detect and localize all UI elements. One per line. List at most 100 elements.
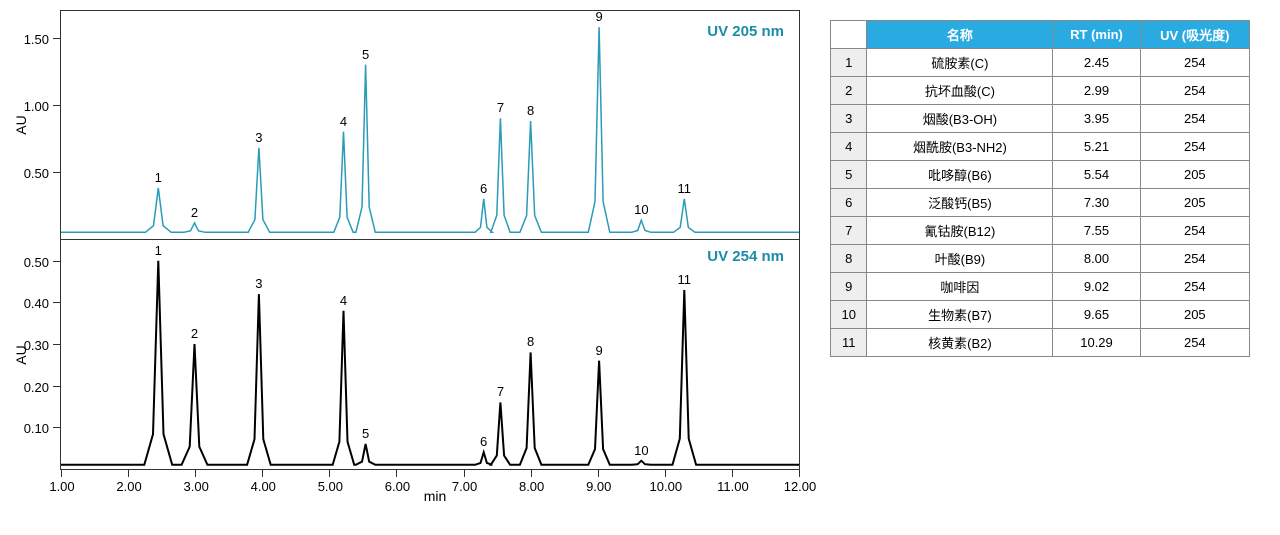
table-row: 1硫胺素(C)2.45254 <box>831 49 1250 77</box>
x-tick: 6.00 <box>396 469 397 477</box>
x-tick: 4.00 <box>262 469 263 477</box>
table-cell: 9 <box>831 273 867 301</box>
y-tick: 1.50 <box>53 38 61 39</box>
table-cell: 2.99 <box>1053 77 1140 105</box>
table-cell: 254 <box>1140 217 1249 245</box>
table-cell: 254 <box>1140 329 1249 357</box>
table-row: 3烟酸(B3-OH)3.95254 <box>831 105 1250 133</box>
peak-label: 10 <box>634 202 648 217</box>
x-tick: 3.00 <box>195 469 196 477</box>
table-cell: 烟酰胺(B3-NH2) <box>867 133 1053 161</box>
table-row: 11核黄素(B2)10.29254 <box>831 329 1250 357</box>
peak-label: 3 <box>255 276 262 291</box>
table-cell: 叶酸(B9) <box>867 245 1053 273</box>
y-tick: 1.00 <box>53 105 61 106</box>
table-cell: 烟酸(B3-OH) <box>867 105 1053 133</box>
peak-label: 10 <box>634 443 648 458</box>
table-cell: 9.65 <box>1053 301 1140 329</box>
chart-uv-205: AU UV 205 nm 0.501.001.501234567891011 <box>60 10 800 240</box>
table-cell: 3 <box>831 105 867 133</box>
table-header <box>831 21 867 49</box>
table-cell: 核黄素(B2) <box>867 329 1053 357</box>
peak-label: 1 <box>155 243 162 258</box>
table-row: 10生物素(B7)9.65205 <box>831 301 1250 329</box>
peak-label: 5 <box>362 47 369 62</box>
table-cell: 205 <box>1140 189 1249 217</box>
table-cell: 5.21 <box>1053 133 1140 161</box>
peak-label: 6 <box>480 434 487 449</box>
table-row: 6泛酸钙(B5)7.30205 <box>831 189 1250 217</box>
table-cell: 10.29 <box>1053 329 1140 357</box>
peak-label: 3 <box>255 130 262 145</box>
y-tick: 0.40 <box>53 302 61 303</box>
peak-label: 7 <box>497 100 504 115</box>
table-cell: 205 <box>1140 161 1249 189</box>
table-row: 8叶酸(B9)8.00254 <box>831 245 1250 273</box>
table-cell: 10 <box>831 301 867 329</box>
y-tick: 0.20 <box>53 386 61 387</box>
y-axis-label-205: AU <box>13 115 29 134</box>
table-row: 2抗坏血酸(C)2.99254 <box>831 77 1250 105</box>
peak-label: 7 <box>497 384 504 399</box>
table-cell: 254 <box>1140 77 1249 105</box>
chart-uv-254: AU UV 254 nm 0.100.200.300.400.501.002.0… <box>60 240 800 470</box>
table-row: 9咖啡因9.02254 <box>831 273 1250 301</box>
table-cell: 4 <box>831 133 867 161</box>
table-row: 4烟酰胺(B3-NH2)5.21254 <box>831 133 1250 161</box>
peak-label: 1 <box>155 170 162 185</box>
table-row: 7氰钴胺(B12)7.55254 <box>831 217 1250 245</box>
table-cell: 1 <box>831 49 867 77</box>
table-row: 5吡哆醇(B6)5.54205 <box>831 161 1250 189</box>
peak-label: 9 <box>595 9 602 24</box>
table-cell: 生物素(B7) <box>867 301 1053 329</box>
table-cell: 2 <box>831 77 867 105</box>
table-cell: 8.00 <box>1053 245 1140 273</box>
table-cell: 254 <box>1140 105 1249 133</box>
table-header: RT (min) <box>1053 21 1140 49</box>
x-axis-label: min <box>60 488 810 504</box>
peak-label: 8 <box>527 103 534 118</box>
table-cell: 7.55 <box>1053 217 1140 245</box>
table-cell: 8 <box>831 245 867 273</box>
peak-label: 2 <box>191 326 198 341</box>
table-cell: 6 <box>831 189 867 217</box>
table-cell: 咖啡因 <box>867 273 1053 301</box>
table-cell: 2.45 <box>1053 49 1140 77</box>
peak-label: 9 <box>595 343 602 358</box>
x-tick: 9.00 <box>598 469 599 477</box>
table-cell: 7 <box>831 217 867 245</box>
table-cell: 5 <box>831 161 867 189</box>
table-cell: 氰钴胺(B12) <box>867 217 1053 245</box>
peak-label: 4 <box>340 293 347 308</box>
y-tick: 0.10 <box>53 427 61 428</box>
table-cell: 抗坏血酸(C) <box>867 77 1053 105</box>
data-table-panel: 名称RT (min)UV (吸光度) 1硫胺素(C)2.452542抗坏血酸(C… <box>810 0 1280 535</box>
x-tick: 5.00 <box>329 469 330 477</box>
table-cell: 吡哆醇(B6) <box>867 161 1053 189</box>
table-cell: 254 <box>1140 273 1249 301</box>
table-header: 名称 <box>867 21 1053 49</box>
x-tick: 7.00 <box>464 469 465 477</box>
y-tick: 0.30 <box>53 344 61 345</box>
table-header: UV (吸光度) <box>1140 21 1249 49</box>
table-cell: 泛酸钙(B5) <box>867 189 1053 217</box>
peak-label: 8 <box>527 334 534 349</box>
peak-label: 2 <box>191 205 198 220</box>
compound-table: 名称RT (min)UV (吸光度) 1硫胺素(C)2.452542抗坏血酸(C… <box>830 20 1250 357</box>
x-tick: 12.00 <box>799 469 800 477</box>
table-cell: 254 <box>1140 245 1249 273</box>
table-cell: 硫胺素(C) <box>867 49 1053 77</box>
peak-label: 6 <box>480 181 487 196</box>
x-tick: 1.00 <box>61 469 62 477</box>
table-cell: 205 <box>1140 301 1249 329</box>
table-cell: 254 <box>1140 133 1249 161</box>
y-tick: 0.50 <box>53 261 61 262</box>
x-tick: 10.00 <box>665 469 666 477</box>
table-cell: 11 <box>831 329 867 357</box>
peak-label: 4 <box>340 114 347 129</box>
table-cell: 254 <box>1140 49 1249 77</box>
peak-label: 11 <box>678 181 692 196</box>
x-tick: 8.00 <box>531 469 532 477</box>
table-cell: 7.30 <box>1053 189 1140 217</box>
chromatogram-charts: AU UV 205 nm 0.501.001.501234567891011 A… <box>0 0 810 530</box>
